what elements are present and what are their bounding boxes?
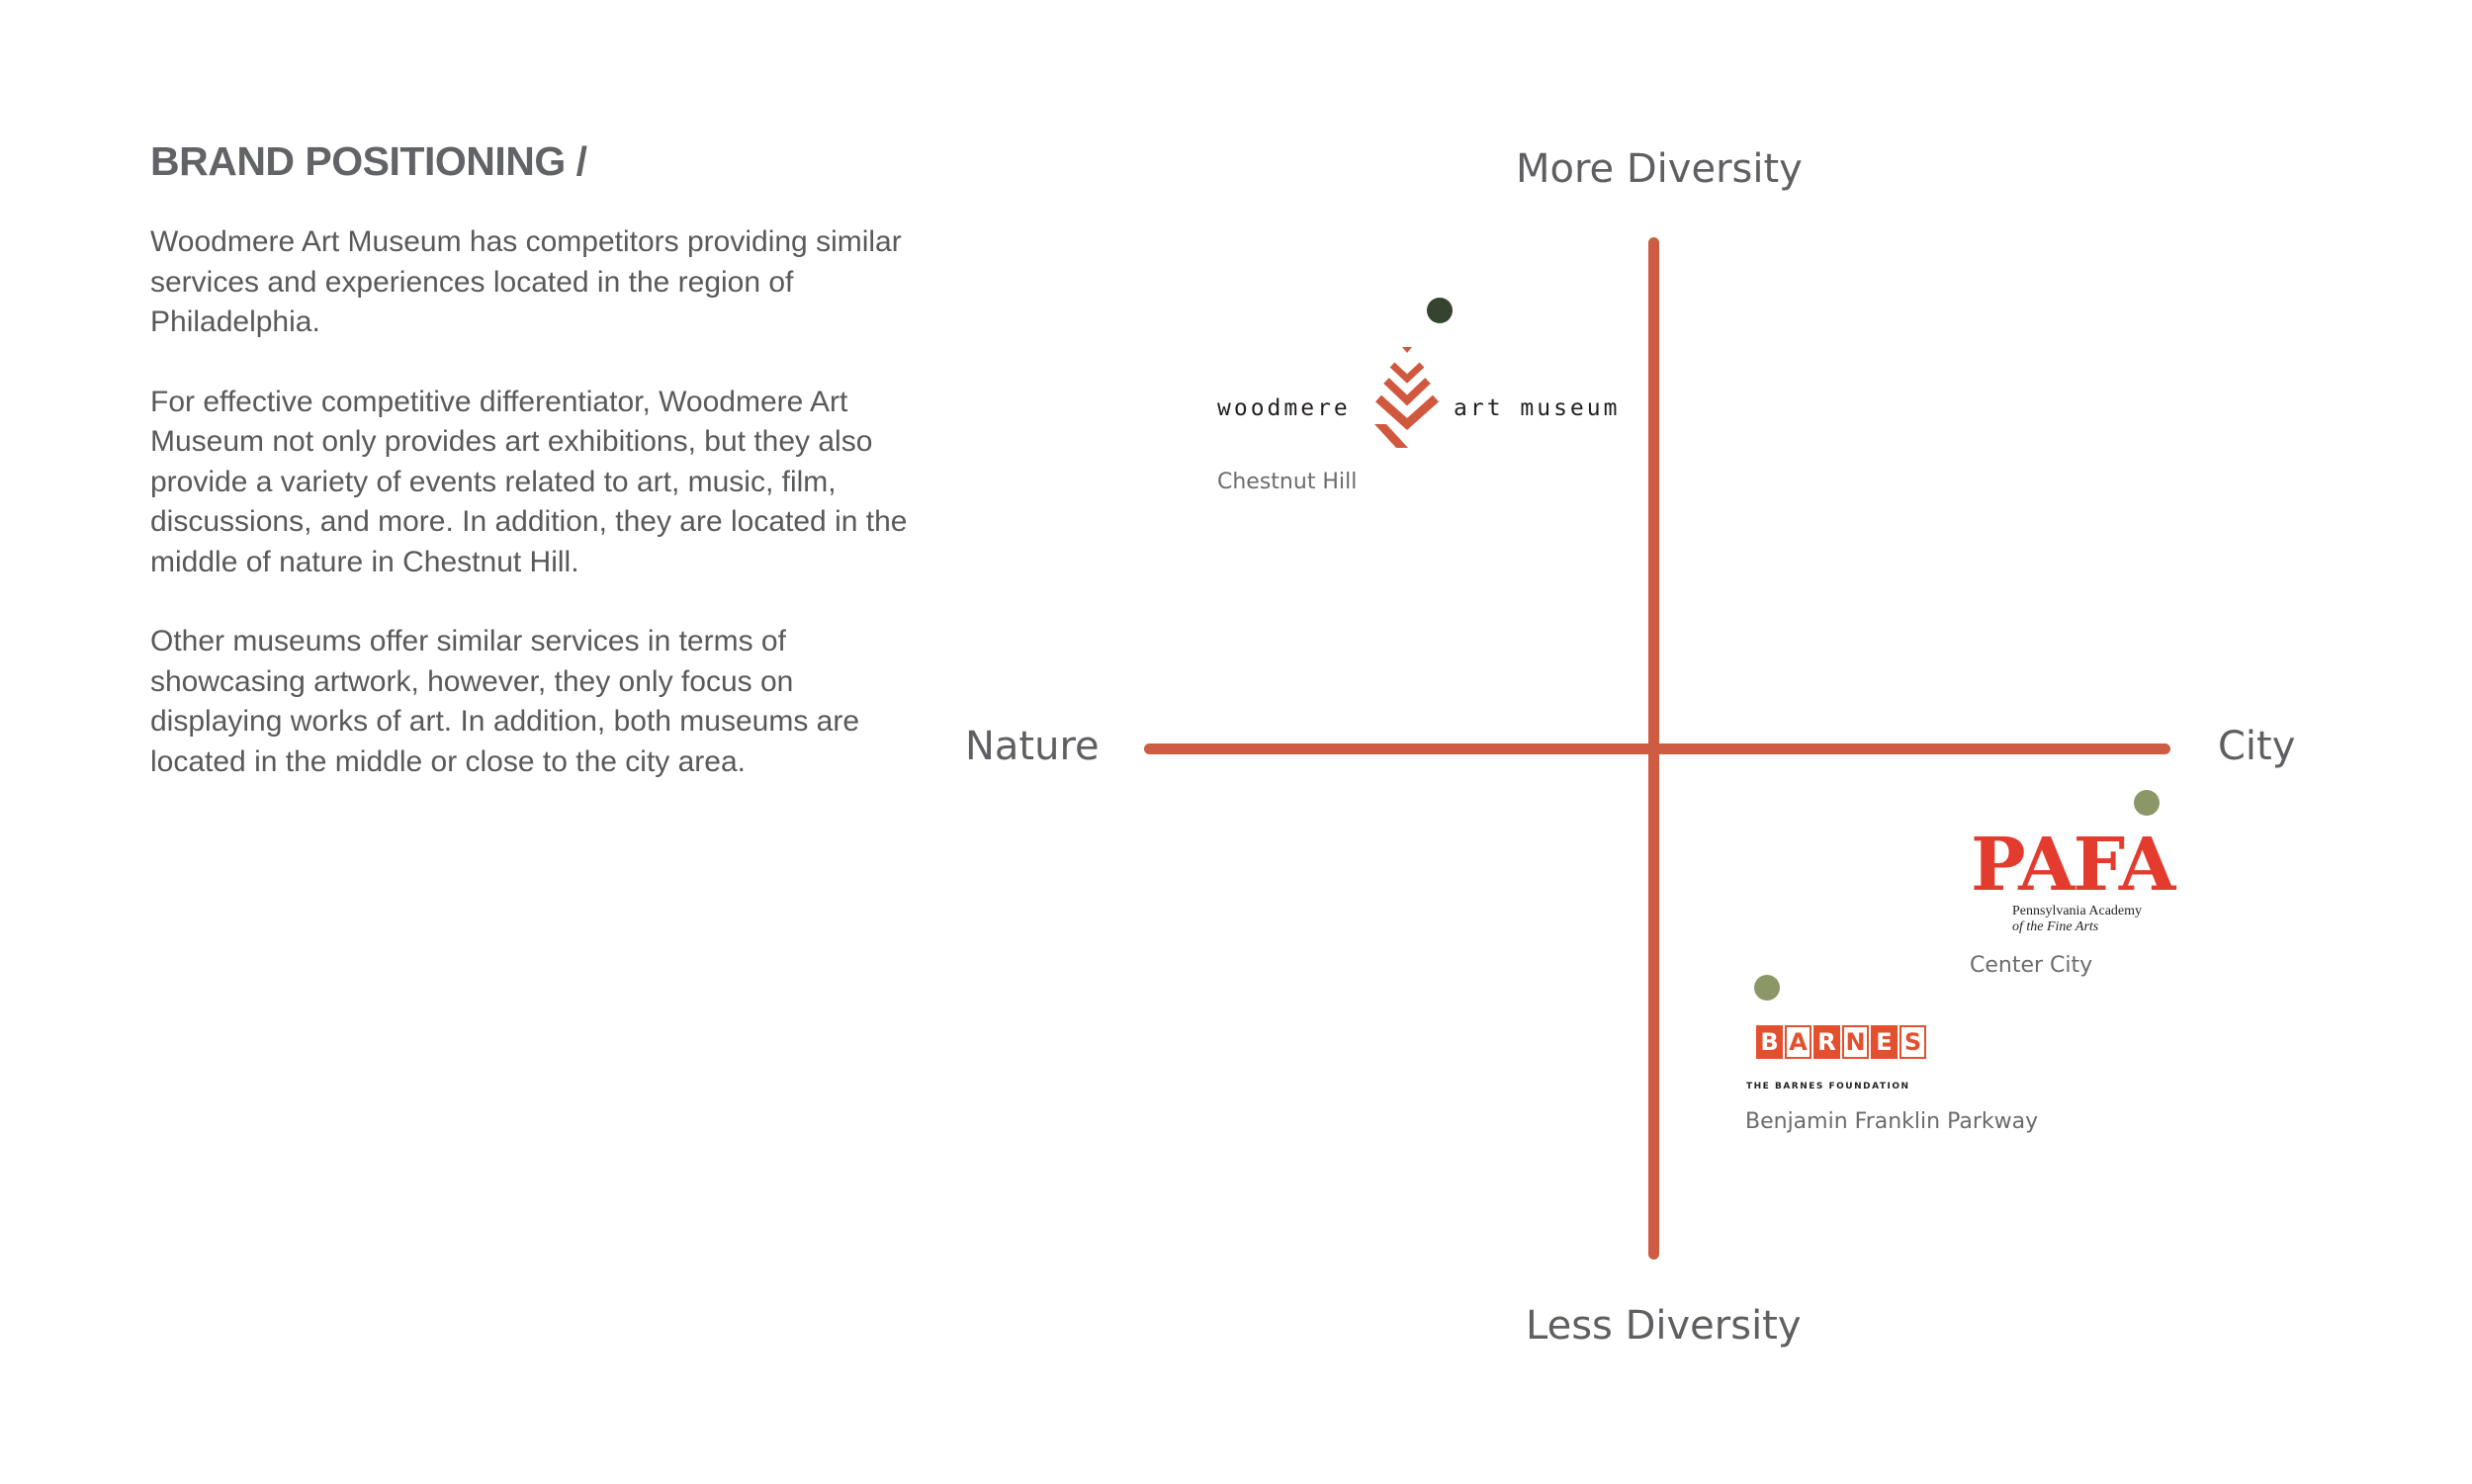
pafa-logo-subtitle-1: Pennsylvania Academy bbox=[2012, 904, 2143, 918]
competitors-paragraph: Other museums offer similar services in … bbox=[150, 625, 860, 778]
barnes-letter: B bbox=[1756, 1025, 1783, 1059]
barnes-letter: N bbox=[1842, 1025, 1869, 1059]
woodmere-chevron-icon bbox=[1374, 347, 1440, 448]
axis-label-right: City bbox=[2218, 724, 2296, 769]
woodmere-logo-text-left: woodmere bbox=[1217, 395, 1351, 421]
pafa-location: Center City bbox=[1970, 953, 2093, 978]
horizontal-axis bbox=[1144, 743, 2170, 754]
page-title: BRAND POSITIONING / bbox=[150, 138, 587, 184]
woodmere-location: Chestnut Hill bbox=[1217, 470, 1358, 494]
barnes-position-dot bbox=[1754, 975, 1780, 1001]
barnes-letter: A bbox=[1785, 1025, 1811, 1059]
description-column: BRAND POSITIONING / Woodmere Art Museum … bbox=[150, 138, 931, 822]
barnes-letter: R bbox=[1813, 1025, 1840, 1059]
woodmere-position-dot bbox=[1427, 298, 1453, 323]
woodmere-logo-text-right: art museum bbox=[1454, 395, 1621, 421]
pafa-logo-subtitle-2: of the Fine Arts bbox=[2012, 919, 2099, 934]
differentiator-paragraph: For effective competitive differentiator… bbox=[150, 385, 908, 578]
axis-label-bottom: Less Diversity bbox=[1526, 1303, 1802, 1349]
intro-paragraph: Woodmere Art Museum has competitors prov… bbox=[150, 225, 902, 338]
barnes-location: Benjamin Franklin Parkway bbox=[1745, 1109, 2039, 1134]
axis-label-left: Nature bbox=[965, 724, 1100, 769]
axis-label-top: More Diversity bbox=[1516, 146, 1803, 192]
pafa-position-dot bbox=[2134, 790, 2160, 816]
barnes-logo-subtitle: THE BARNES FOUNDATION bbox=[1746, 1082, 1910, 1091]
pafa-logo-wordmark: PAFA bbox=[1971, 823, 2175, 908]
barnes-letter: E bbox=[1871, 1025, 1898, 1059]
barnes-letter: S bbox=[1899, 1025, 1926, 1059]
barnes-logo-letters: B A R N E S bbox=[1756, 1025, 1926, 1059]
